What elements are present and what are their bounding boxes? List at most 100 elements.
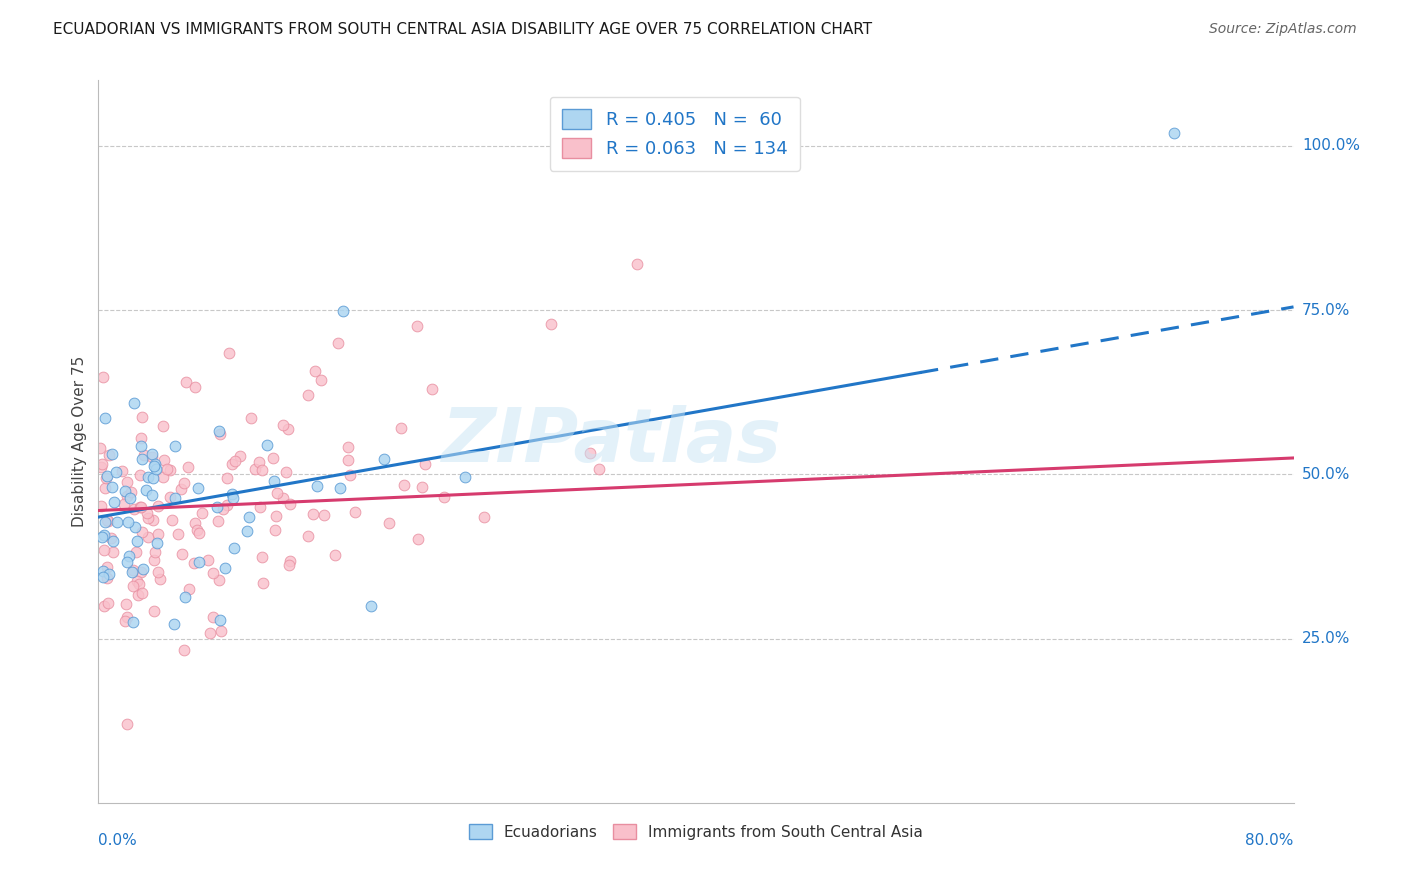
Point [173,590,195,604]
Point [406,533,429,547]
Point [141,488,163,502]
Point [127,588,149,602]
Point [101,447,124,461]
Point [201,610,224,624]
Point [205,500,228,514]
Point [115,489,138,503]
Point [197,552,219,566]
Point [271,417,294,432]
Point [125,574,148,589]
Point [305,478,328,492]
Point [170,482,193,496]
Y-axis label: Disability Age Over 75: Disability Age Over 75 [72,356,87,527]
Point [142,553,165,567]
Point [97,514,120,528]
Point [263,474,285,488]
Point [117,717,139,731]
Point [96,571,118,585]
Point [117,475,139,489]
Point [141,450,163,464]
Point [588,461,610,475]
Point [101,545,124,559]
Point [314,508,336,522]
Point [121,579,143,593]
Point [153,452,176,467]
Point [124,544,146,558]
Point [326,335,349,350]
Point [152,470,174,484]
Point [172,548,194,562]
Point [118,549,141,563]
Point [94,481,117,495]
Point [173,476,195,491]
Point [129,468,152,483]
Point [121,565,143,579]
Point [120,491,142,506]
Point [96,513,118,527]
Point [163,439,186,453]
Text: 0.0%: 0.0% [98,833,138,848]
Point [187,481,209,495]
Text: 80.0%: 80.0% [1246,833,1294,848]
Point [131,500,153,515]
Point [236,524,259,538]
Point [191,506,214,520]
Point [224,541,246,555]
Point [209,613,232,627]
Point [221,487,243,501]
Point [105,515,128,529]
Point [160,513,183,527]
Point [131,452,153,467]
Point [122,563,145,577]
Point [152,419,174,434]
Point [218,346,240,360]
Point [136,506,159,520]
Point [454,470,477,484]
Point [93,570,115,584]
Point [114,483,136,498]
Point [96,560,118,574]
Point [224,454,246,468]
Point [136,470,159,484]
Point [97,448,120,462]
Point [120,485,142,500]
Point [229,449,252,463]
Point [183,556,205,570]
Point [115,555,138,569]
Point [128,576,150,591]
Point [202,566,225,580]
Point [112,497,135,511]
Point [214,561,236,575]
Point [249,500,271,514]
Point [273,491,295,505]
Point [186,523,208,537]
Point [122,501,145,516]
Point [124,396,146,410]
Point [256,438,278,452]
Point [243,461,266,475]
Point [129,500,152,514]
Point [129,431,152,445]
Point [207,514,229,528]
Point [114,597,136,611]
Point [207,424,229,438]
Point [277,558,299,573]
Point [124,519,146,533]
Point [142,603,165,617]
Point [208,574,231,588]
Point [131,410,153,425]
Point [406,318,429,333]
Point [125,534,148,549]
Point [135,483,157,497]
Point [93,599,115,613]
Text: 50.0%: 50.0% [1302,467,1350,482]
Text: ECUADORIAN VS IMMIGRANTS FROM SOUTH CENTRAL ASIA DISABILITY AGE OVER 75 CORRELAT: ECUADORIAN VS IMMIGRANTS FROM SOUTH CENT… [53,22,873,37]
Point [105,465,128,479]
Point [91,530,114,544]
Point [174,375,197,389]
Point [115,610,138,624]
Point [177,582,200,596]
Point [332,303,354,318]
Point [90,499,112,513]
Point [111,464,134,478]
